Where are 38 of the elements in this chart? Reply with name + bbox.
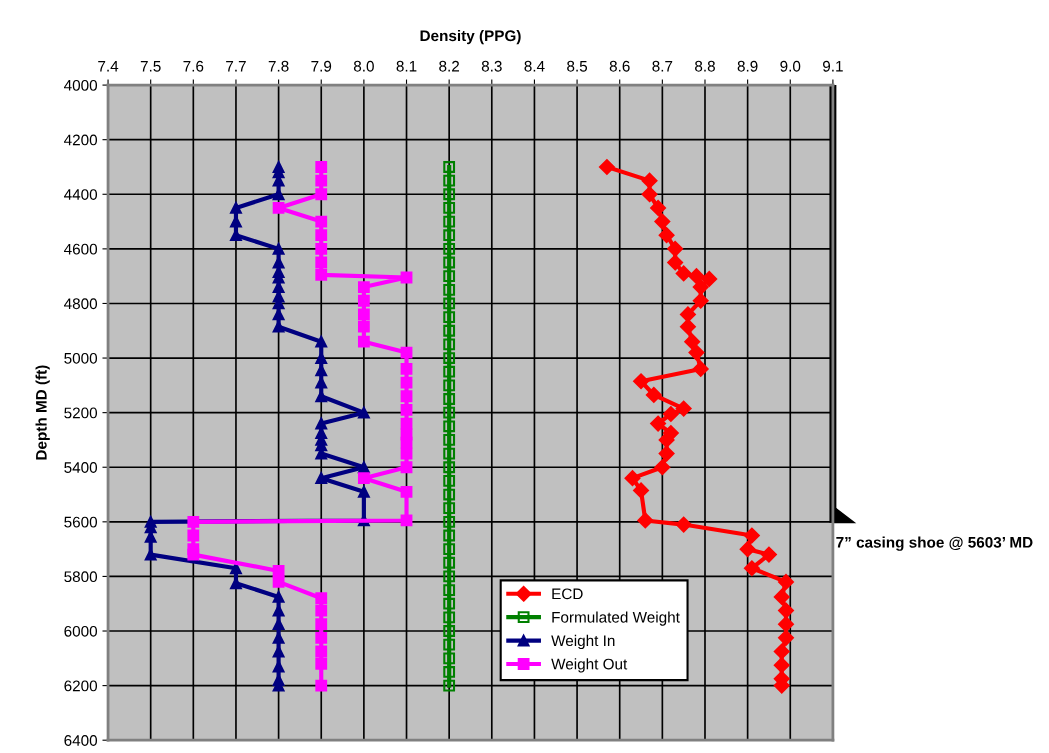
y-tick-label: 5000 (64, 352, 98, 364)
x-tick-label: 8.8 (695, 60, 715, 72)
y-tick-label: 6400 (64, 735, 98, 746)
y-tick-label: 5800 (64, 571, 98, 583)
y-tick-label: 5600 (64, 516, 98, 528)
x-tick-label: 7.8 (268, 60, 289, 72)
x-tick-label: 8.4 (524, 60, 545, 72)
ref-line-label: 7” casing shoe @ 5603’ MD (836, 536, 1033, 551)
x-tick-label: 8.5 (567, 60, 588, 72)
legend-label: Weight In (551, 634, 615, 650)
legend-label: Weight Out (551, 658, 628, 673)
x-tick-label: 8.3 (481, 60, 502, 72)
y-axis-title: Depth MD (ft) (35, 365, 50, 460)
y-tick-label: 4400 (64, 189, 98, 200)
x-tick-label: 8.2 (439, 60, 460, 72)
x-tick-label: 8.7 (652, 60, 673, 72)
y-tick-label: 6200 (64, 680, 98, 692)
y-tick-label: 4000 (64, 79, 98, 91)
x-tick-label: 7.7 (226, 60, 246, 72)
x-tick-label: 8.1 (396, 60, 417, 72)
x-tick-label: 9.0 (780, 60, 801, 72)
x-tick-label: 7.9 (311, 60, 332, 72)
y-tick-label: 4200 (64, 134, 98, 146)
legend-label: ECD (552, 588, 583, 600)
x-tick-label: 8.0 (353, 60, 374, 72)
y-tick-label: 6000 (64, 625, 98, 637)
x-tick-label: 9.1 (823, 60, 843, 72)
y-tick-label: 4800 (64, 298, 98, 310)
y-tick-label: 5400 (64, 462, 98, 473)
y-tick-label: 4600 (64, 243, 98, 255)
x-tick-label: 7.6 (183, 60, 204, 72)
x-tick-label: 8.6 (609, 60, 630, 72)
y-tick-label: 5200 (64, 407, 98, 419)
legend-label: Formulated Weight (552, 611, 680, 626)
x-tick-label: 7.5 (140, 60, 161, 72)
x-tick-label: 7.4 (98, 60, 119, 72)
x-tick-label: 8.9 (737, 60, 758, 72)
x-axis-title: Density (PPG) (420, 29, 521, 45)
